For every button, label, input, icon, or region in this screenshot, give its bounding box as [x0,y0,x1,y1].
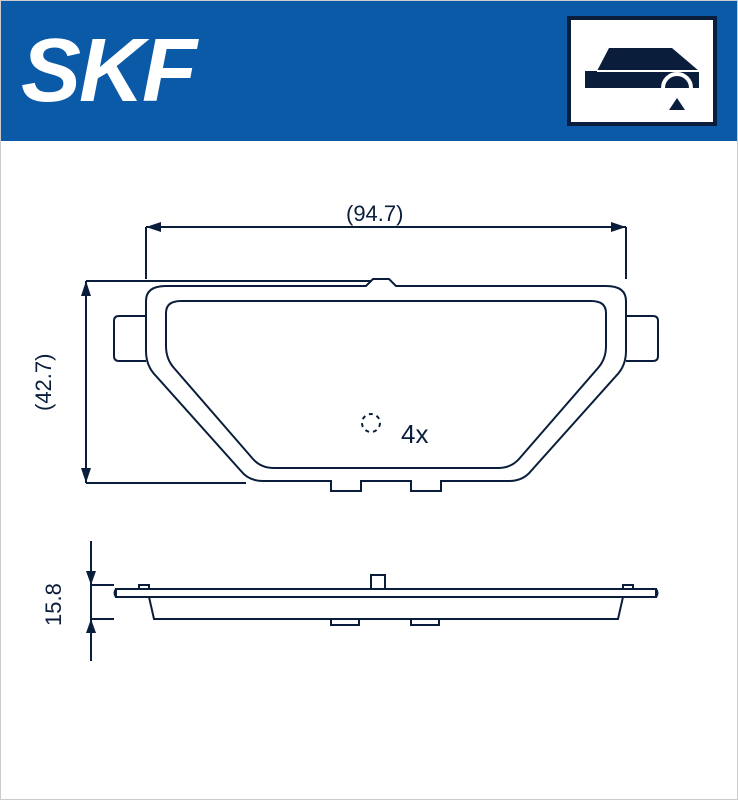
height-dim-label: (42.7) [31,354,57,411]
skf-logo: SKF [21,20,195,123]
quantity-label: 4x [401,419,428,450]
thickness-dim-label: 15.8 [41,583,67,626]
car-rear-wheel-icon [577,26,707,116]
header-bar: SKF [1,1,737,141]
drawing-svg [1,141,738,801]
thickness-dimension [86,541,114,661]
width-dimension [146,222,626,279]
brake-pad-side-view [115,575,658,625]
width-dim-label: (94.7) [346,201,403,227]
brake-pad-front-view [114,279,658,491]
technical-drawing: (94.7) (42.7) 15.8 4x [1,141,738,801]
height-dimension [81,281,371,483]
position-icon-box [567,16,717,126]
